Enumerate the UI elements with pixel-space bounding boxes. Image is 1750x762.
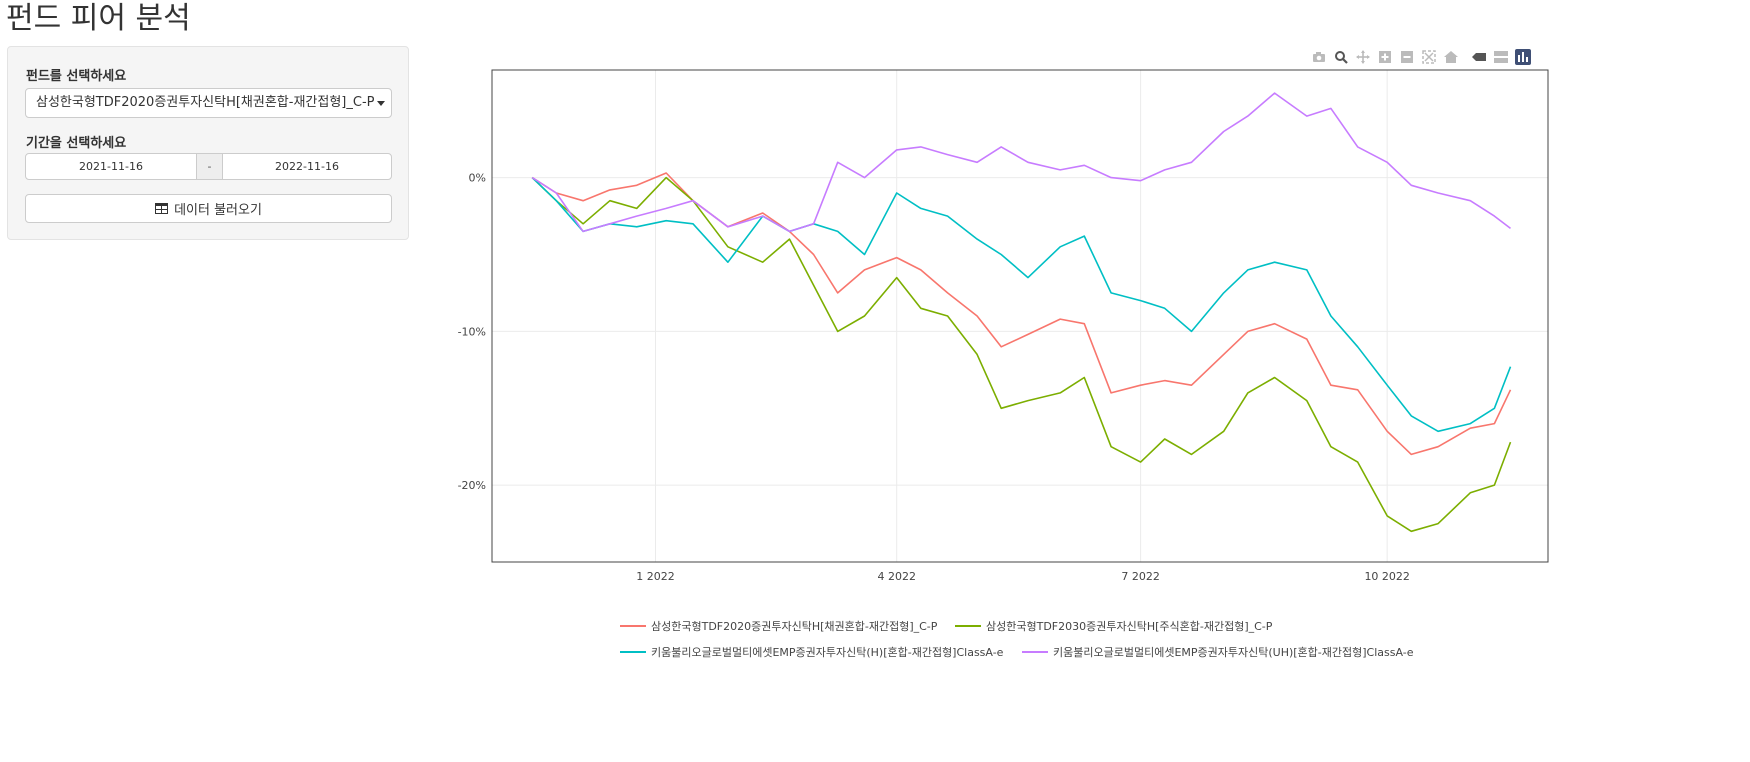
load-data-button[interactable]: 데이터 불러오기: [25, 194, 392, 223]
x-tick-label: 4 2022: [877, 570, 916, 583]
y-axis-ticks: 0% -10% -20%: [458, 172, 486, 493]
y-tick-label: -20%: [458, 479, 486, 492]
x-tick-label: 7 2022: [1121, 570, 1160, 583]
chevron-down-icon: [377, 101, 385, 106]
zoom-icon[interactable]: [1332, 48, 1350, 66]
x-tick-label: 10 2022: [1364, 570, 1410, 583]
series-line-3[interactable]: [531, 177, 1512, 433]
legend-item-3[interactable]: 키움불리오글로벌멀티에셋EMP증권자투자신탁(H)[혼합-재간접형]ClassA…: [620, 646, 1004, 659]
chart-gridlines: [492, 70, 1548, 562]
spike-compare-icon[interactable]: [1492, 48, 1510, 66]
chart-modebar: [1310, 48, 1532, 66]
y-tick-label: -10%: [458, 325, 486, 338]
series-line-1[interactable]: [531, 172, 1512, 456]
date-range-separator: -: [196, 154, 223, 179]
x-axis-ticks: 1 2022 4 2022 7 2022 10 2022: [636, 570, 1410, 583]
date-range-input: 2021-11-16 - 2022-11-16: [25, 153, 392, 180]
autoscale-icon[interactable]: [1420, 48, 1438, 66]
legend-label: 키움불리오글로벌멀티에셋EMP증권자투자신탁(H)[혼합-재간접형]ClassA…: [651, 646, 1004, 659]
series-line-4[interactable]: [531, 92, 1511, 233]
spike-closest-icon[interactable]: [1470, 48, 1488, 66]
plotly-logo-icon[interactable]: [1514, 48, 1532, 66]
fund-select[interactable]: 삼성한국형TDF2020증권투자신탁H[채권혼합-재간접형]_C-P: [25, 88, 392, 118]
sidebar-panel: 펀드를 선택하세요 삼성한국형TDF2020증권투자신탁H[채권혼합-재간접형]…: [7, 46, 409, 240]
table-icon: [155, 203, 169, 214]
page-title: 펀드 피어 분석: [6, 1, 191, 36]
pan-icon[interactable]: [1354, 48, 1372, 66]
plot-area: [491, 69, 1549, 563]
fund-select-label: 펀드를 선택하세요: [26, 69, 127, 84]
legend-label: 삼성한국형TDF2030증권투자신탁H[주식혼합-재간접형]_C-P: [986, 620, 1273, 633]
zoom-out-icon[interactable]: [1398, 48, 1416, 66]
y-tick-label: 0%: [469, 172, 486, 185]
legend-label: 키움불리오글로벌멀티에셋EMP증권자투자신탁(UH)[혼합-재간접형]Class…: [1053, 646, 1414, 659]
period-label: 기간을 선택하세요: [26, 136, 127, 151]
legend-item-1[interactable]: 삼성한국형TDF2020증권투자신탁H[채권혼합-재간접형]_C-P: [620, 620, 938, 633]
legend-label: 삼성한국형TDF2020증권투자신탁H[채권혼합-재간접형]_C-P: [651, 620, 938, 633]
end-date-input[interactable]: 2022-11-16: [275, 160, 339, 173]
legend-item-2[interactable]: 삼성한국형TDF2030증권투자신탁H[주식혼합-재간접형]_C-P: [955, 620, 1273, 633]
load-data-label: 데이터 불러오기: [174, 203, 262, 218]
fund-select-value: 삼성한국형TDF2020증권투자신탁H[채권혼합-재간접형]_C-P: [36, 95, 375, 110]
start-date-input[interactable]: 2021-11-16: [79, 160, 143, 173]
x-tick-label: 1 2022: [636, 570, 675, 583]
chart-legend: 삼성한국형TDF2020증권투자신탁H[채권혼합-재간접형]_C-P 삼성한국형T…: [620, 620, 1414, 659]
chart-series: [531, 92, 1512, 533]
zoom-in-icon[interactable]: [1376, 48, 1394, 66]
legend-item-4[interactable]: 키움불리오글로벌멀티에셋EMP증권자투자신탁(UH)[혼합-재간접형]Class…: [1022, 646, 1414, 659]
home-icon[interactable]: [1442, 48, 1460, 66]
camera-icon[interactable]: [1310, 48, 1328, 66]
